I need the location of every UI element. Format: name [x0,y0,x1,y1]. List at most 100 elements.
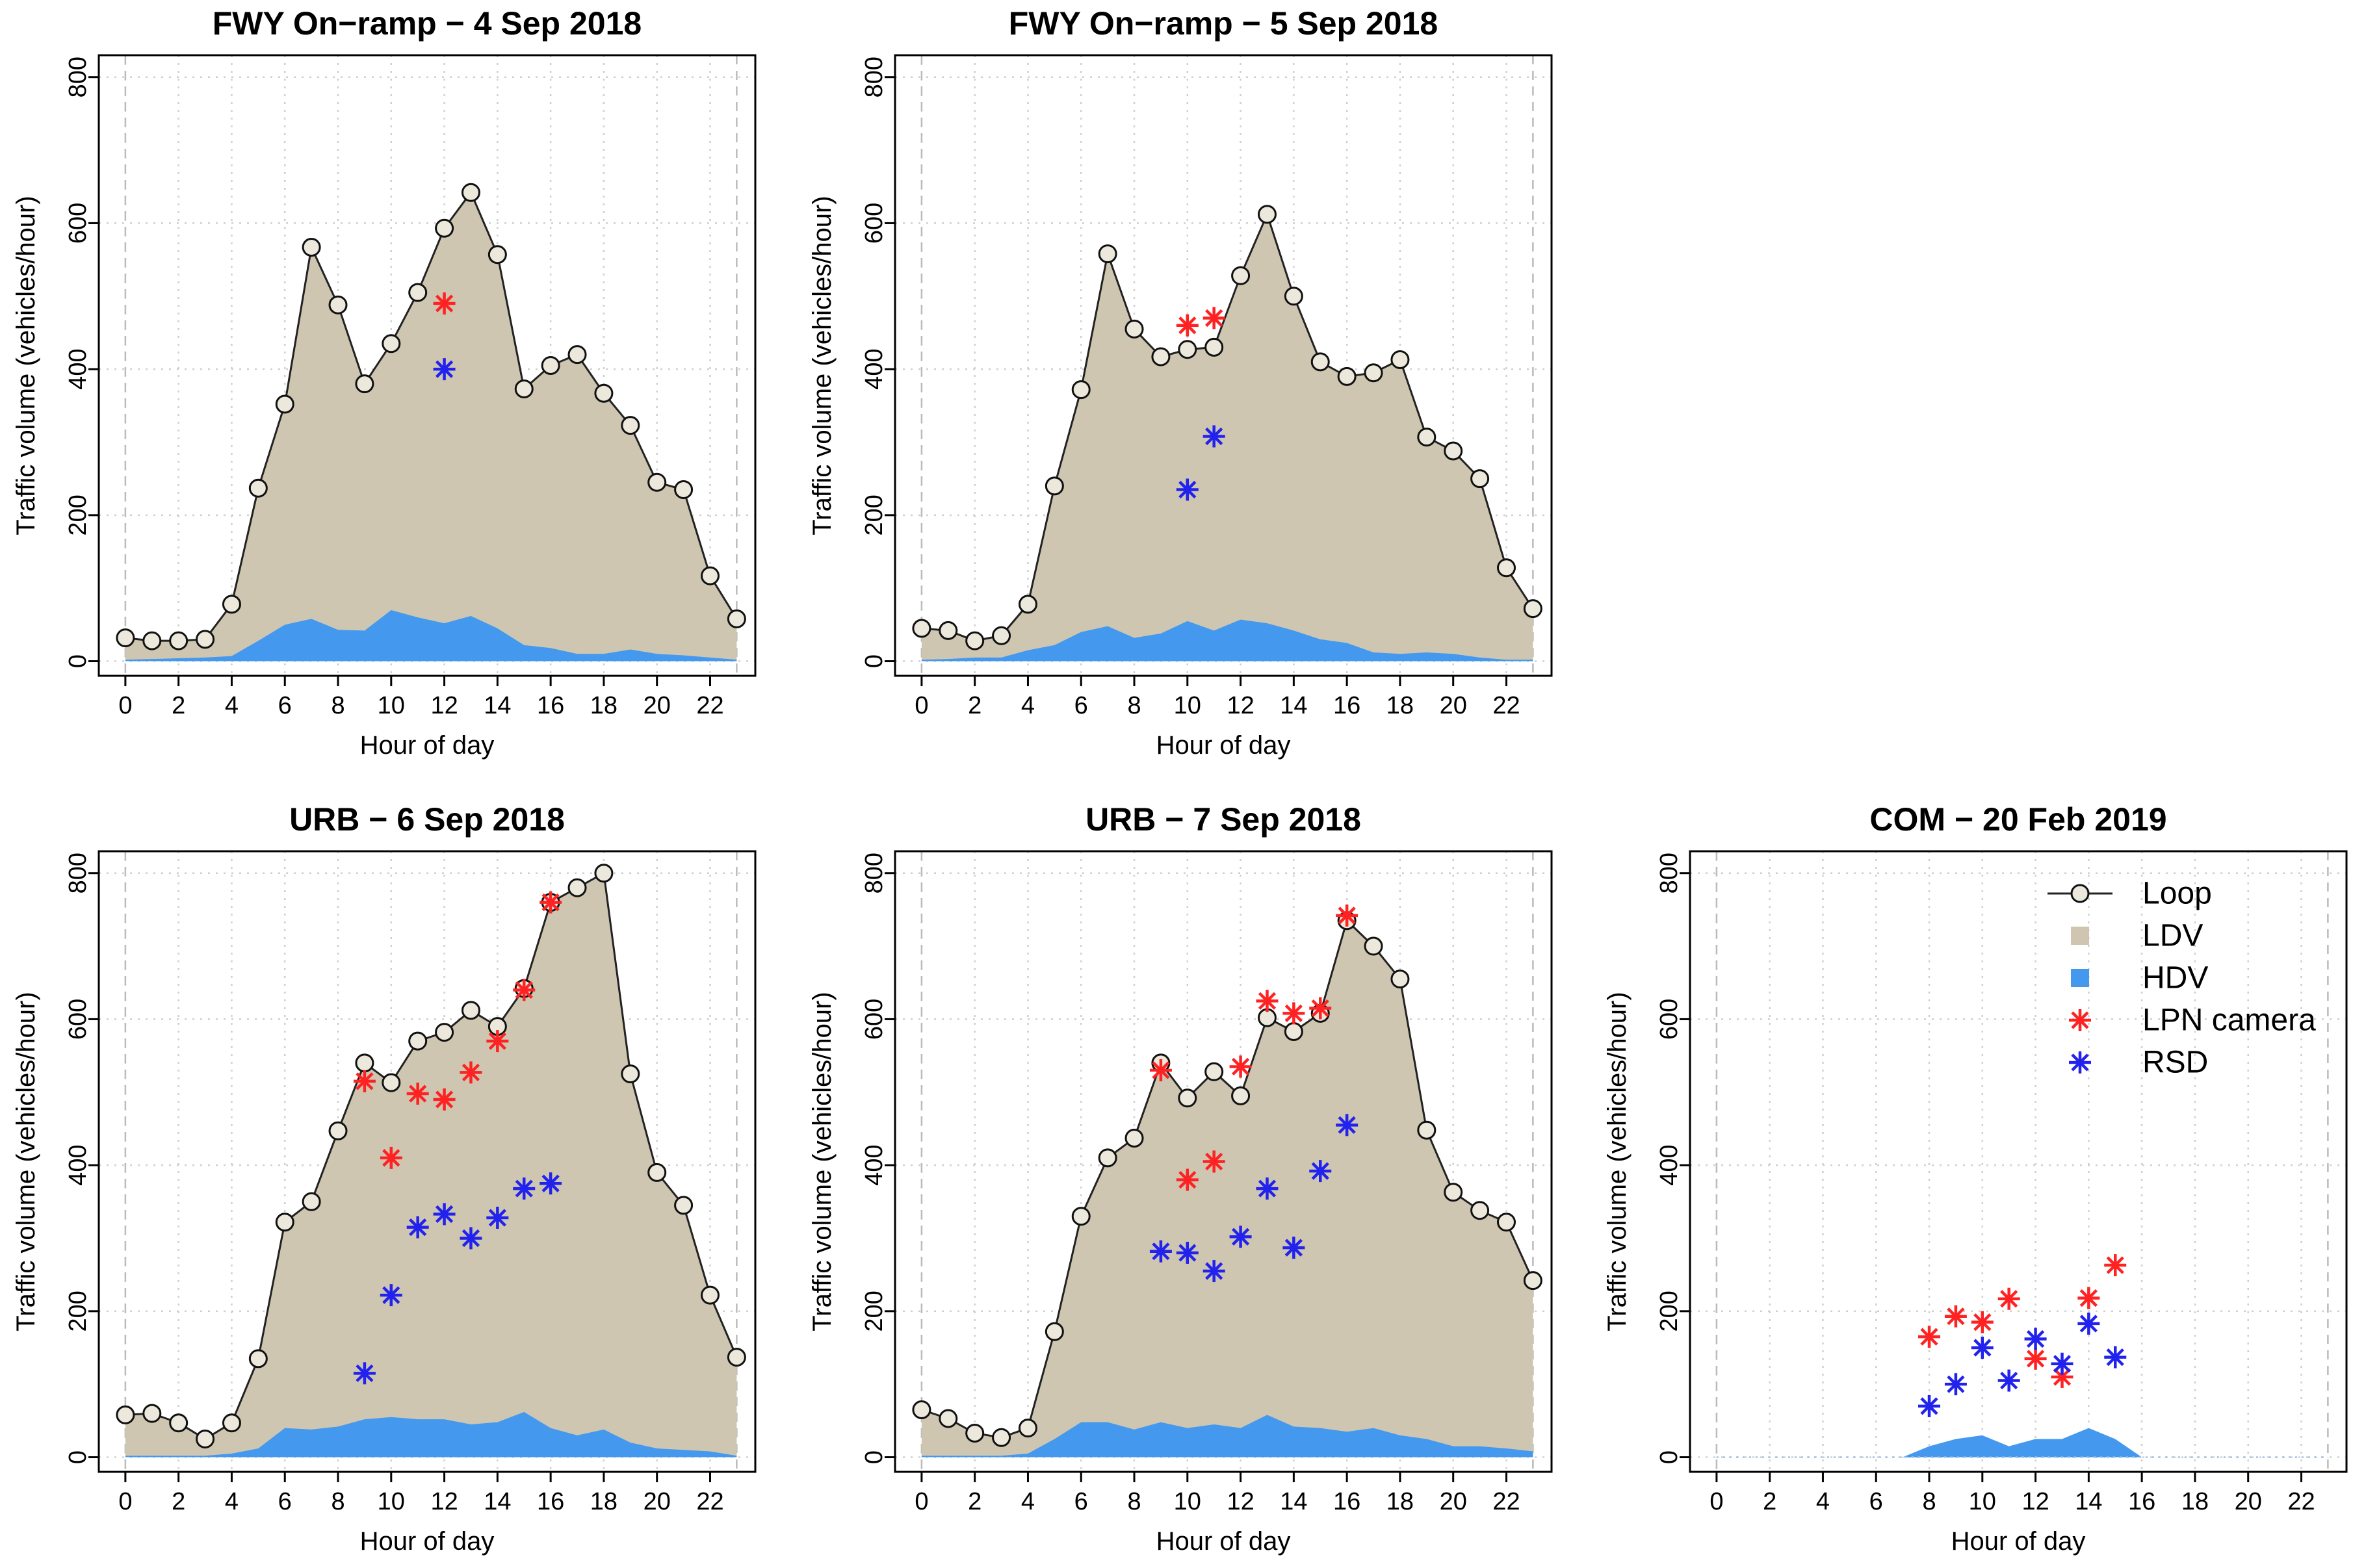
loop-point [514,379,534,398]
loop-point [116,1405,135,1424]
rsd-point [1256,1177,1279,1200]
x-tick-label: 22 [1492,1488,1520,1515]
lpn-point [1176,314,1199,337]
rsd-point [486,1207,509,1229]
lpn-point [1997,1287,2020,1310]
rsd-point [1282,1237,1305,1259]
x-tick-label: 10 [378,1488,405,1515]
y-axis: 0 200 400 600 800 [861,57,895,668]
loop-point [1098,244,1117,264]
loop-point [1364,936,1383,956]
legend-lpn-label: LPN camera [2142,1003,2316,1038]
loop-point [700,1285,720,1305]
x-tick-label: 4 [1021,692,1035,719]
rsd-point [1944,1373,1967,1396]
lpn-point [2104,1254,2127,1277]
x-axis: 0 2 4 6 8 10 12 14 16 18 20 22 [1710,1472,2315,1515]
x-tick-label: 20 [644,692,671,719]
x-axis-label: Hour of day [360,731,495,760]
panel-title: FWY On−ramp − 4 Sep 2018 [213,5,642,42]
hour-range-markers [1715,851,2329,1472]
loop-point [408,283,428,302]
rsd-point [353,1362,376,1385]
legend-rsd-label: RSD [2142,1046,2208,1080]
loop-point [488,245,507,264]
loop-point [1417,1120,1436,1140]
loop-point [1523,1271,1542,1291]
legend-hdv-swatch [2071,969,2089,987]
y-tick-label: 0 [861,654,888,668]
x-axis-label: Hour of day [360,1527,495,1556]
loop-point [674,480,694,499]
y-axis-label: Traffic volume (vehicles/hour) [808,196,837,535]
y-tick-label: 200 [861,495,888,535]
hour-range-markers [920,55,1534,676]
loop-point [116,628,135,648]
loop-point [1284,287,1303,306]
panel-5: 0 2 4 6 8 10 12 14 16 18 20 22 Hour of day 0 200 400 600… [1603,801,2348,1556]
loop-point [1337,366,1357,386]
y-tick-label: 0 [861,1450,888,1464]
y-tick-label: 0 [64,1450,92,1464]
panel-2: 0 2 4 6 8 10 12 14 16 18 20 22 Hour of day 0 200 400 600… [808,5,1553,760]
lpn-point [1176,1168,1199,1191]
x-tick-label: 20 [644,1488,671,1515]
loop-point [992,1428,1011,1447]
x-tick-label: 10 [1969,1488,1996,1515]
rsd-point [1997,1369,2020,1392]
loop-point [1310,352,1330,372]
x-tick-label: 20 [1440,1488,1467,1515]
x-tick-label: 8 [1127,1488,1141,1515]
lpn-point [353,1070,376,1092]
loop-point [222,595,241,614]
rsd-point [1202,425,1225,448]
loop-point [169,631,188,650]
y-axis-label: Traffic volume (vehicles/hour) [1603,992,1632,1331]
x-tick-label: 16 [537,692,564,719]
legend-ldv-swatch [2071,927,2089,945]
loop-point [355,1053,374,1073]
rsd-point [433,358,456,381]
x-tick-label: 0 [915,692,928,719]
y-tick-label: 600 [861,203,888,244]
loop-point [1178,1088,1197,1108]
x-tick-label: 4 [225,1488,239,1515]
loop-point [196,630,215,649]
lpn-point [1971,1311,1994,1333]
x-tick-label: 2 [968,692,982,719]
lpn-point [406,1083,429,1105]
x-axis: 0 2 4 6 8 10 12 14 16 18 20 22 [915,1472,1520,1515]
x-tick-label: 2 [968,1488,982,1515]
x-tick-label: 8 [1127,692,1141,719]
loop-point [912,619,931,638]
rsd-point [406,1216,429,1239]
rsd-point [2104,1346,2127,1369]
x-tick-label: 0 [118,692,132,719]
loop-point [1204,337,1224,357]
rsd-point [1202,1260,1225,1283]
loop-point [328,1121,348,1140]
x-tick-label: 18 [1386,692,1414,719]
loop-point [1071,380,1091,400]
y-tick-label: 800 [861,57,888,97]
rsd-point [513,1177,536,1200]
lpn-point [460,1061,482,1084]
panel-3: 0 2 4 6 8 10 12 14 16 18 20 22 Hour of day 0 200 400 600… [12,801,757,1556]
lpn-point [1256,990,1279,1012]
loop-point [594,383,614,403]
y-tick-label: 600 [1656,999,1683,1040]
loop-point [1178,340,1197,359]
lpn-point [1229,1055,1252,1078]
loop-point [1364,363,1383,383]
legend: Loop LDV HDV LPN camera RSD [2048,877,2316,1080]
y-tick-label: 400 [1656,1144,1683,1185]
loop-point [1124,1129,1144,1148]
x-tick-label: 10 [378,692,405,719]
lpn-point [486,1030,509,1053]
loop-point [992,626,1011,645]
lpn-point [540,891,562,914]
y-tick-label: 600 [861,999,888,1040]
x-tick-label: 8 [331,1488,344,1515]
x-axis: 0 2 4 6 8 10 12 14 16 18 20 22 [118,1472,724,1515]
loop-point [939,621,958,640]
